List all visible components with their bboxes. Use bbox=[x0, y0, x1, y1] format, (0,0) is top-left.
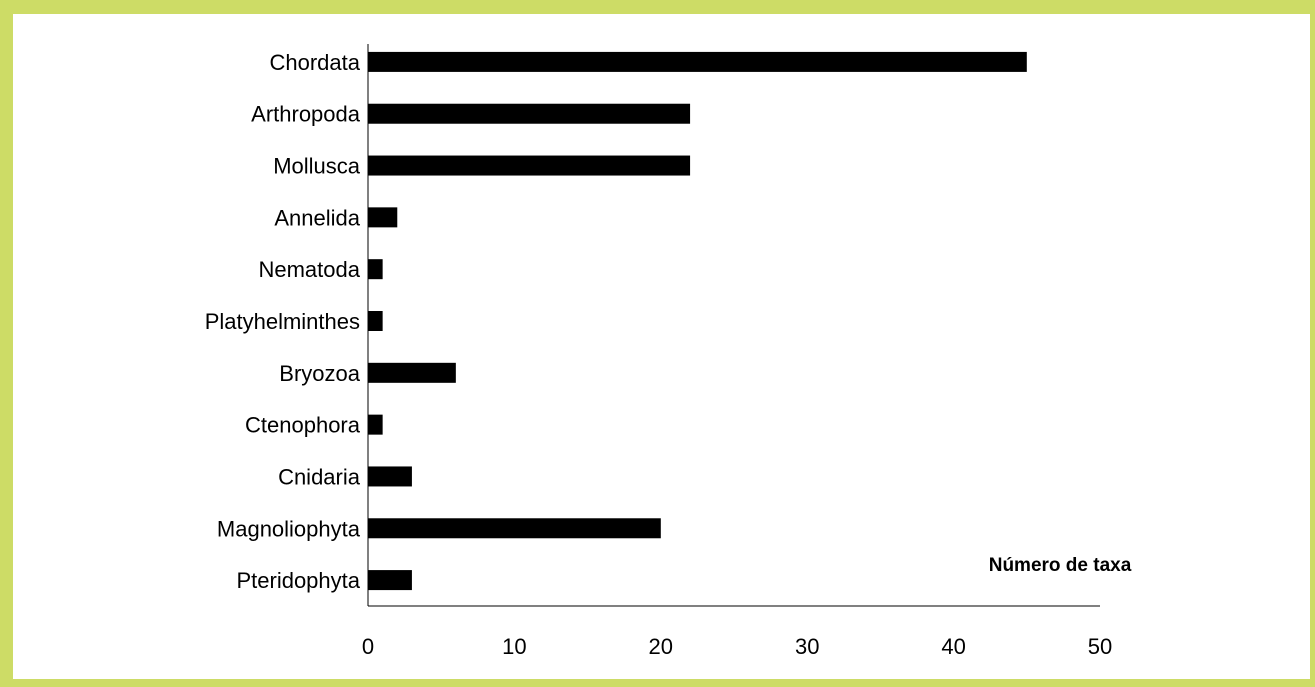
x-tick-label: 10 bbox=[502, 634, 526, 659]
bar-cnidaria bbox=[368, 466, 412, 487]
bar-ctenophora bbox=[368, 414, 383, 435]
category-label-ctenophora: Ctenophora bbox=[245, 413, 361, 438]
bar-mollusca bbox=[368, 155, 691, 176]
bar-platyhelminthes bbox=[368, 311, 383, 331]
category-label-nematoda: Nematoda bbox=[258, 257, 360, 282]
bars-group bbox=[368, 51, 1027, 591]
bar-magnoliophyta bbox=[368, 518, 661, 539]
category-labels: Chordata Arthropoda Mollusca Annelida Nemato… bbox=[205, 50, 361, 593]
category-label-platyhelminthes: Platyhelminthes bbox=[205, 309, 360, 334]
bar-pteridophyta bbox=[368, 570, 412, 591]
x-tick-labels: 0 10 20 30 40 50 bbox=[362, 634, 1112, 659]
category-label-magnoliophyta: Magnoliophyta bbox=[217, 516, 361, 541]
x-axis-title: Número de taxa bbox=[989, 555, 1132, 576]
x-tick-label: 50 bbox=[1088, 634, 1112, 659]
category-label-cnidaria: Cnidaria bbox=[278, 464, 361, 489]
x-tick-label: 30 bbox=[795, 634, 819, 659]
bar-annelida bbox=[368, 207, 398, 228]
x-tick-label: 40 bbox=[941, 634, 965, 659]
bar-chordata bbox=[368, 51, 1027, 72]
category-label-pteridophyta: Pteridophyta bbox=[236, 568, 360, 593]
category-label-arthropoda: Arthropoda bbox=[251, 102, 361, 127]
x-tick-label: 0 bbox=[362, 634, 374, 659]
category-label-mollusca: Mollusca bbox=[273, 154, 361, 179]
bar-nematoda bbox=[368, 259, 383, 280]
category-label-chordata: Chordata bbox=[269, 50, 360, 75]
category-label-annelida: Annelida bbox=[274, 205, 360, 230]
bar-bryozoa bbox=[368, 362, 456, 383]
bar-arthropoda bbox=[368, 103, 691, 124]
x-tick-label: 20 bbox=[649, 634, 673, 659]
category-label-bryozoa: Bryozoa bbox=[279, 361, 360, 386]
